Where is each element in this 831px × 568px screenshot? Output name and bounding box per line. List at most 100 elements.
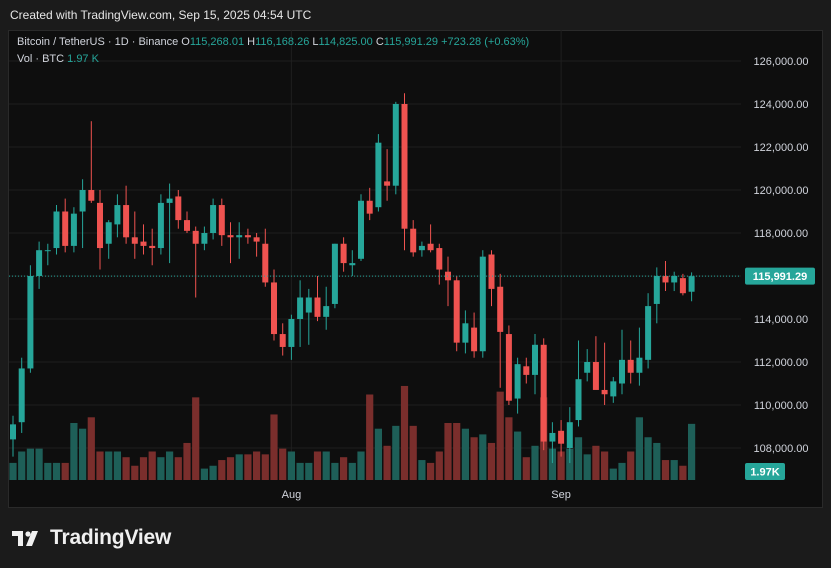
candle-body xyxy=(44,250,51,252)
ohlc-legend: Bitcoin / TetherUS · 1D · Binance O115,2… xyxy=(17,36,529,48)
candle-body xyxy=(427,243,434,251)
footer xyxy=(0,508,831,568)
volume-bar xyxy=(514,431,522,480)
candle-body xyxy=(331,243,338,304)
volume-bar xyxy=(444,423,452,480)
x-tick-label: Aug xyxy=(282,489,302,501)
low-value: 114,825.00 xyxy=(318,36,373,48)
y-tick-label: 118,000.00 xyxy=(754,228,808,240)
grid-lines xyxy=(9,30,741,480)
volume-bar xyxy=(79,428,87,480)
last-volume-label: 1.97K xyxy=(750,467,779,479)
y-tick-label: 108,000.00 xyxy=(753,443,808,455)
volume-bar xyxy=(661,460,670,480)
candle-body xyxy=(471,327,478,352)
candle-body xyxy=(201,233,208,244)
candle-body xyxy=(279,334,286,347)
candle-body xyxy=(601,389,608,395)
volume-bar xyxy=(322,451,330,480)
volume-bar xyxy=(653,442,661,480)
candle-body xyxy=(305,297,312,313)
candle-body xyxy=(453,280,460,343)
candle-body xyxy=(140,241,147,246)
volume-bar xyxy=(592,445,600,480)
candle-body xyxy=(592,362,599,390)
volume-bar xyxy=(566,448,574,480)
candle-body xyxy=(314,297,321,317)
candle-body xyxy=(584,362,591,373)
volume-bar xyxy=(70,423,78,480)
candle-body xyxy=(566,422,573,448)
volume-bar xyxy=(157,457,165,480)
candle-body xyxy=(679,278,686,294)
candlestick-chart[interactable]: 108,000.00 110,000.00 112,000.00 114,000.00… xyxy=(0,0,831,508)
candle-body xyxy=(384,181,391,186)
candle-body xyxy=(505,334,512,401)
candle-body xyxy=(271,282,277,335)
y-tick-label: 120,000.00 xyxy=(753,185,808,197)
candle-body xyxy=(688,276,695,292)
candle-body xyxy=(619,359,625,384)
volume-bar xyxy=(679,465,687,480)
volume-bar xyxy=(366,394,374,480)
candle-body xyxy=(70,213,77,246)
volume-bar xyxy=(113,451,121,480)
volume-bar xyxy=(296,462,304,480)
candle-body xyxy=(627,359,634,373)
volume-bar xyxy=(609,468,617,480)
volume-bar xyxy=(270,414,278,480)
candle-body xyxy=(297,297,304,319)
candle-body xyxy=(497,286,504,332)
candle-body xyxy=(540,344,547,442)
close-value: 115,991.29 xyxy=(383,36,439,48)
volume-bar xyxy=(253,451,261,480)
y-tick-label: 114,000.00 xyxy=(754,314,808,326)
volume-bar xyxy=(9,462,17,480)
candle-body xyxy=(210,205,217,233)
candle-body xyxy=(253,237,260,242)
candles xyxy=(10,93,695,464)
candle-body xyxy=(418,245,425,251)
candle-body xyxy=(262,243,269,283)
candle-body xyxy=(645,306,652,360)
candle-body xyxy=(114,205,121,225)
volume-bar xyxy=(96,451,104,480)
volume-bar xyxy=(392,425,400,480)
volume-bar xyxy=(688,423,696,480)
volume-bar xyxy=(461,428,469,480)
candle-body xyxy=(166,198,173,203)
candle-body xyxy=(27,276,34,369)
candle-body xyxy=(218,205,225,236)
volume-bar xyxy=(435,451,443,480)
candle-body xyxy=(349,263,356,266)
candle-body xyxy=(671,276,678,283)
volume-bar xyxy=(35,448,43,480)
volume-bar xyxy=(496,391,504,480)
volume-bar xyxy=(331,462,339,480)
volume-bar xyxy=(18,451,26,480)
candle-body xyxy=(88,190,95,201)
volume-bar xyxy=(427,462,435,480)
candle-body xyxy=(79,190,86,212)
y-tick-label: 122,000.00 xyxy=(753,142,808,154)
volume-bar xyxy=(235,454,243,480)
candle-body xyxy=(288,319,295,347)
volume-bar xyxy=(44,462,52,480)
volume-bar xyxy=(183,442,191,480)
volume-bar xyxy=(61,462,69,480)
volume-bar xyxy=(627,451,635,480)
candle-body xyxy=(105,222,112,244)
header-text: Created with TradingView.com, Sep 15, 20… xyxy=(10,8,312,22)
candle-body xyxy=(523,366,530,375)
close-label: C xyxy=(375,36,384,48)
candle-body xyxy=(610,381,617,397)
volume-bar xyxy=(357,451,365,480)
volume-bar xyxy=(531,445,539,480)
volume-bar xyxy=(574,437,583,480)
candle-body xyxy=(340,243,347,264)
volume-bar xyxy=(139,457,148,480)
candle-body xyxy=(97,202,103,249)
candle-body xyxy=(549,432,556,442)
candle-body xyxy=(575,379,582,421)
candle-body xyxy=(18,368,25,423)
